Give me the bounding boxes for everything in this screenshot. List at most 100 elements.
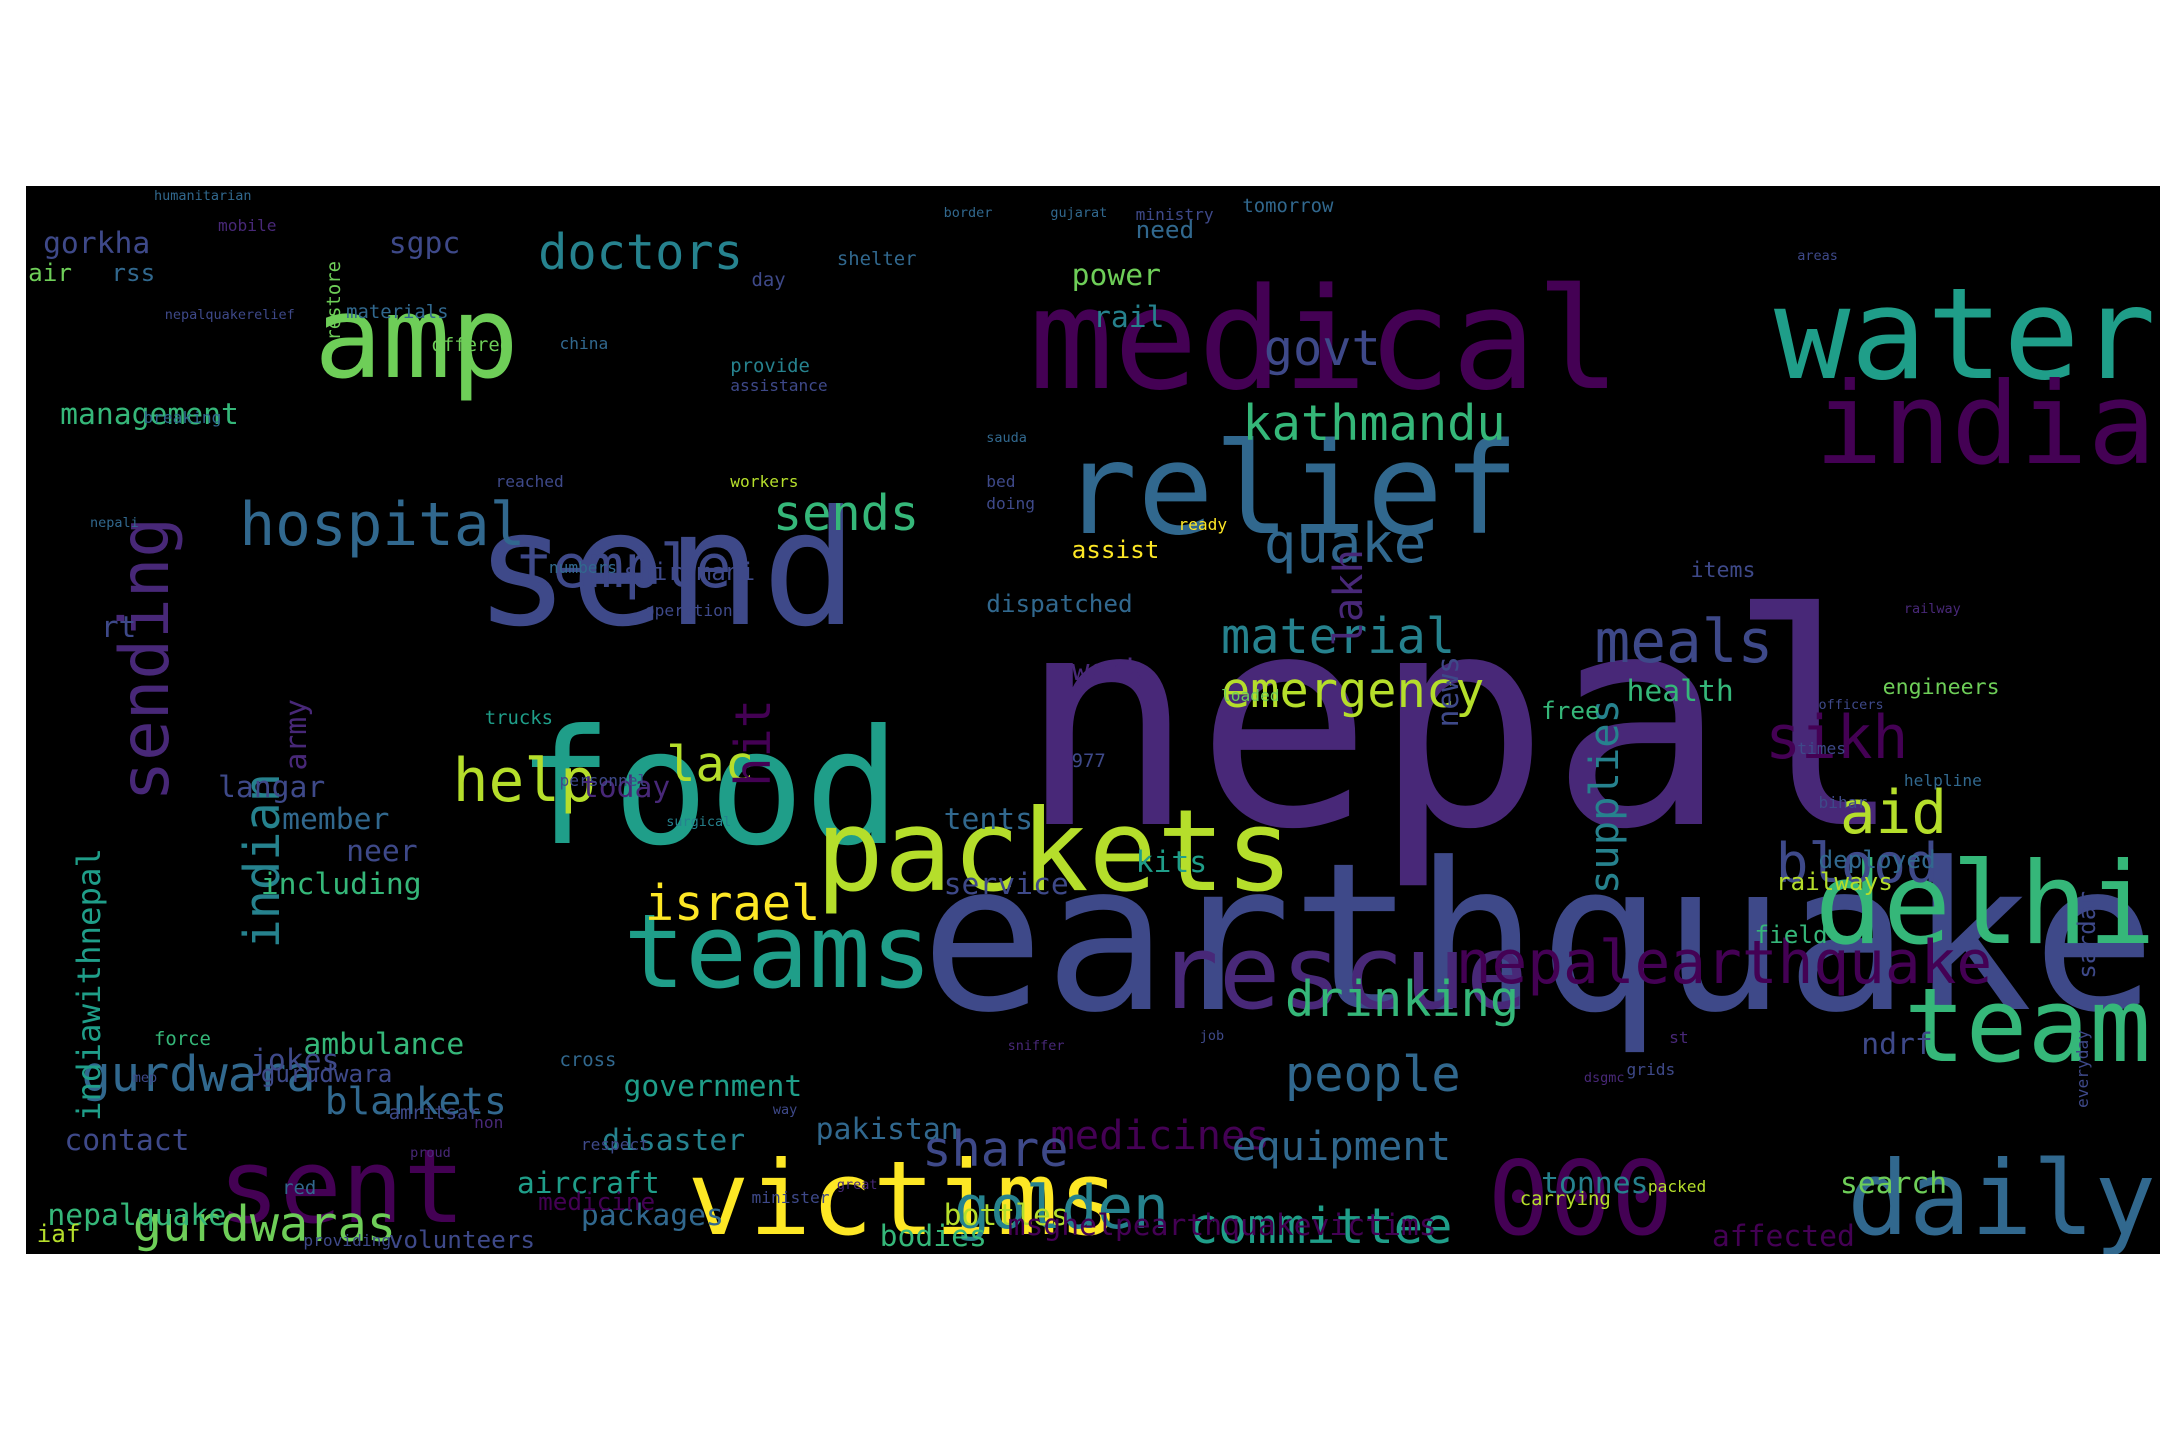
word-rss: rss	[111, 257, 156, 287]
word-kathmandu: kathmandu	[1242, 395, 1506, 452]
word-temple: temple	[516, 533, 732, 603]
word-breaking: breaking	[143, 408, 222, 428]
word-areas: areas	[1797, 248, 1838, 265]
word-share: share	[922, 1121, 1069, 1178]
word-team: team	[1903, 967, 2151, 1087]
word-cloud: nepal earthquake food send medical water relie…	[26, 186, 2160, 1254]
word-member: member	[282, 802, 390, 838]
word-service: service	[943, 866, 1069, 902]
word-shiromani: shiromani	[623, 556, 756, 586]
word-bed: bed	[986, 472, 1016, 492]
word-nepalquake: nepalquake	[47, 1197, 227, 1233]
word-today: today	[580, 770, 671, 806]
word-way: way	[772, 1102, 798, 1119]
word-medical: medical	[1028, 259, 1621, 423]
word-earthquake: earthquake	[920, 820, 2156, 1059]
word-need: need	[1135, 215, 1195, 245]
word-977: 977	[1071, 750, 1106, 773]
word-aircraft: aircraft	[516, 1165, 660, 1201]
word-committee: committee	[1189, 1199, 1453, 1254]
word-carrying: carrying	[1519, 1187, 1611, 1210]
word-indiawithnepal: indiawithnepal	[69, 848, 108, 1122]
word-air: air	[28, 257, 73, 287]
word-including: including	[260, 866, 422, 902]
word-gurdwaras: gurdwaras	[132, 1196, 396, 1253]
word-meals: meals	[1594, 608, 1774, 678]
word-humanitarian: humanitarian	[154, 188, 252, 205]
word-government: government	[623, 1069, 803, 1105]
word-packages: packages	[580, 1197, 724, 1233]
word-proud: proud	[410, 1145, 451, 1162]
word-items: items	[1690, 557, 1756, 583]
word-mep: mep	[132, 1070, 158, 1087]
word-gurudwara: gurudwara	[260, 1058, 393, 1088]
word-drinking: drinking	[1285, 972, 1520, 1029]
word-israel: israel	[644, 876, 821, 933]
word-railway: railway	[1903, 600, 1961, 617]
word-respect: respect	[580, 1134, 650, 1154]
word-engineers: engineers	[1882, 675, 2000, 701]
word-gorkha: gorkha	[43, 225, 151, 261]
word-daily: daily	[1847, 1140, 2156, 1254]
word-border: border	[943, 205, 993, 222]
word-materials: materials	[346, 301, 449, 324]
word-medicine: medicine	[538, 1186, 656, 1216]
word-mobile: mobile	[218, 216, 277, 236]
word-aid: aid	[1839, 779, 1948, 849]
word-sauda: sauda	[986, 429, 1027, 446]
word-minister: minister	[751, 1187, 830, 1207]
word-blood: blood	[1775, 832, 1939, 896]
word-offered: offered	[431, 333, 512, 356]
word-rail: rail	[1093, 300, 1165, 336]
word-workers: workers	[730, 472, 799, 492]
word-relief: relief	[1060, 415, 1520, 564]
word-000: 000	[1487, 1140, 1674, 1254]
word-officers: officers	[1818, 696, 1884, 713]
word-force: force	[154, 1027, 211, 1050]
word-send: send	[474, 476, 858, 663]
word-assistance: assistance	[730, 376, 828, 396]
word-power: power	[1071, 257, 1162, 293]
word-govt: govt	[1263, 320, 1381, 377]
word-dispatched: dispatched	[986, 588, 1133, 618]
word-bihar: bihar	[1818, 792, 1868, 812]
word-china: china	[559, 333, 609, 353]
word-quake: quake	[1263, 512, 1427, 576]
word-help: help	[452, 747, 596, 817]
word-reached: reached	[495, 472, 564, 492]
word-water: water	[1774, 260, 2156, 409]
word-ready: ready	[1178, 515, 1228, 535]
word-sardar: sardar	[2071, 890, 2101, 979]
word-langar: langar	[218, 770, 326, 806]
word-food: food	[516, 695, 901, 882]
word-amp: amp	[314, 272, 519, 405]
word-red: red	[282, 1177, 317, 1200]
word-cross: cross	[559, 1049, 617, 1072]
word-msghelpearthquakevictims: msghelpearthquakevictims	[1007, 1208, 1437, 1244]
word-search: search	[1839, 1165, 1948, 1201]
word-packets: packets	[815, 784, 1294, 917]
word-work: work	[1071, 652, 1144, 688]
word-contact: contact	[64, 1122, 190, 1158]
word-restore: restore	[322, 260, 345, 341]
word-ndrf: ndrf	[1861, 1026, 1933, 1062]
word-surgical: surgical	[666, 814, 732, 831]
word-numbers: numbers	[548, 557, 618, 577]
word-bottles: bottles	[943, 1197, 1069, 1233]
word-st: st	[1669, 1027, 1689, 1047]
word-hit: hit	[726, 698, 783, 787]
word-trucks: trucks	[484, 707, 554, 730]
word-dsgmc: dsgmc	[1583, 1070, 1625, 1087]
word-pakistan: pakistan	[815, 1112, 959, 1148]
word-hospital: hospital	[239, 490, 526, 560]
word-rescue: rescue	[1157, 913, 1528, 1033]
word-nepalquakerelief: nepalquakerelief	[164, 306, 295, 323]
word-supplies: supplies	[1579, 698, 1628, 894]
word-gujarat: gujarat	[1050, 205, 1108, 222]
word-army: army	[279, 698, 315, 771]
word-railways: railways	[1775, 866, 1893, 896]
word-material: material	[1221, 609, 1456, 666]
word-golden: golden	[954, 1174, 1169, 1244]
word-everyday: everyday	[2072, 1029, 2092, 1108]
word-volunteers: volunteers	[388, 1224, 536, 1254]
